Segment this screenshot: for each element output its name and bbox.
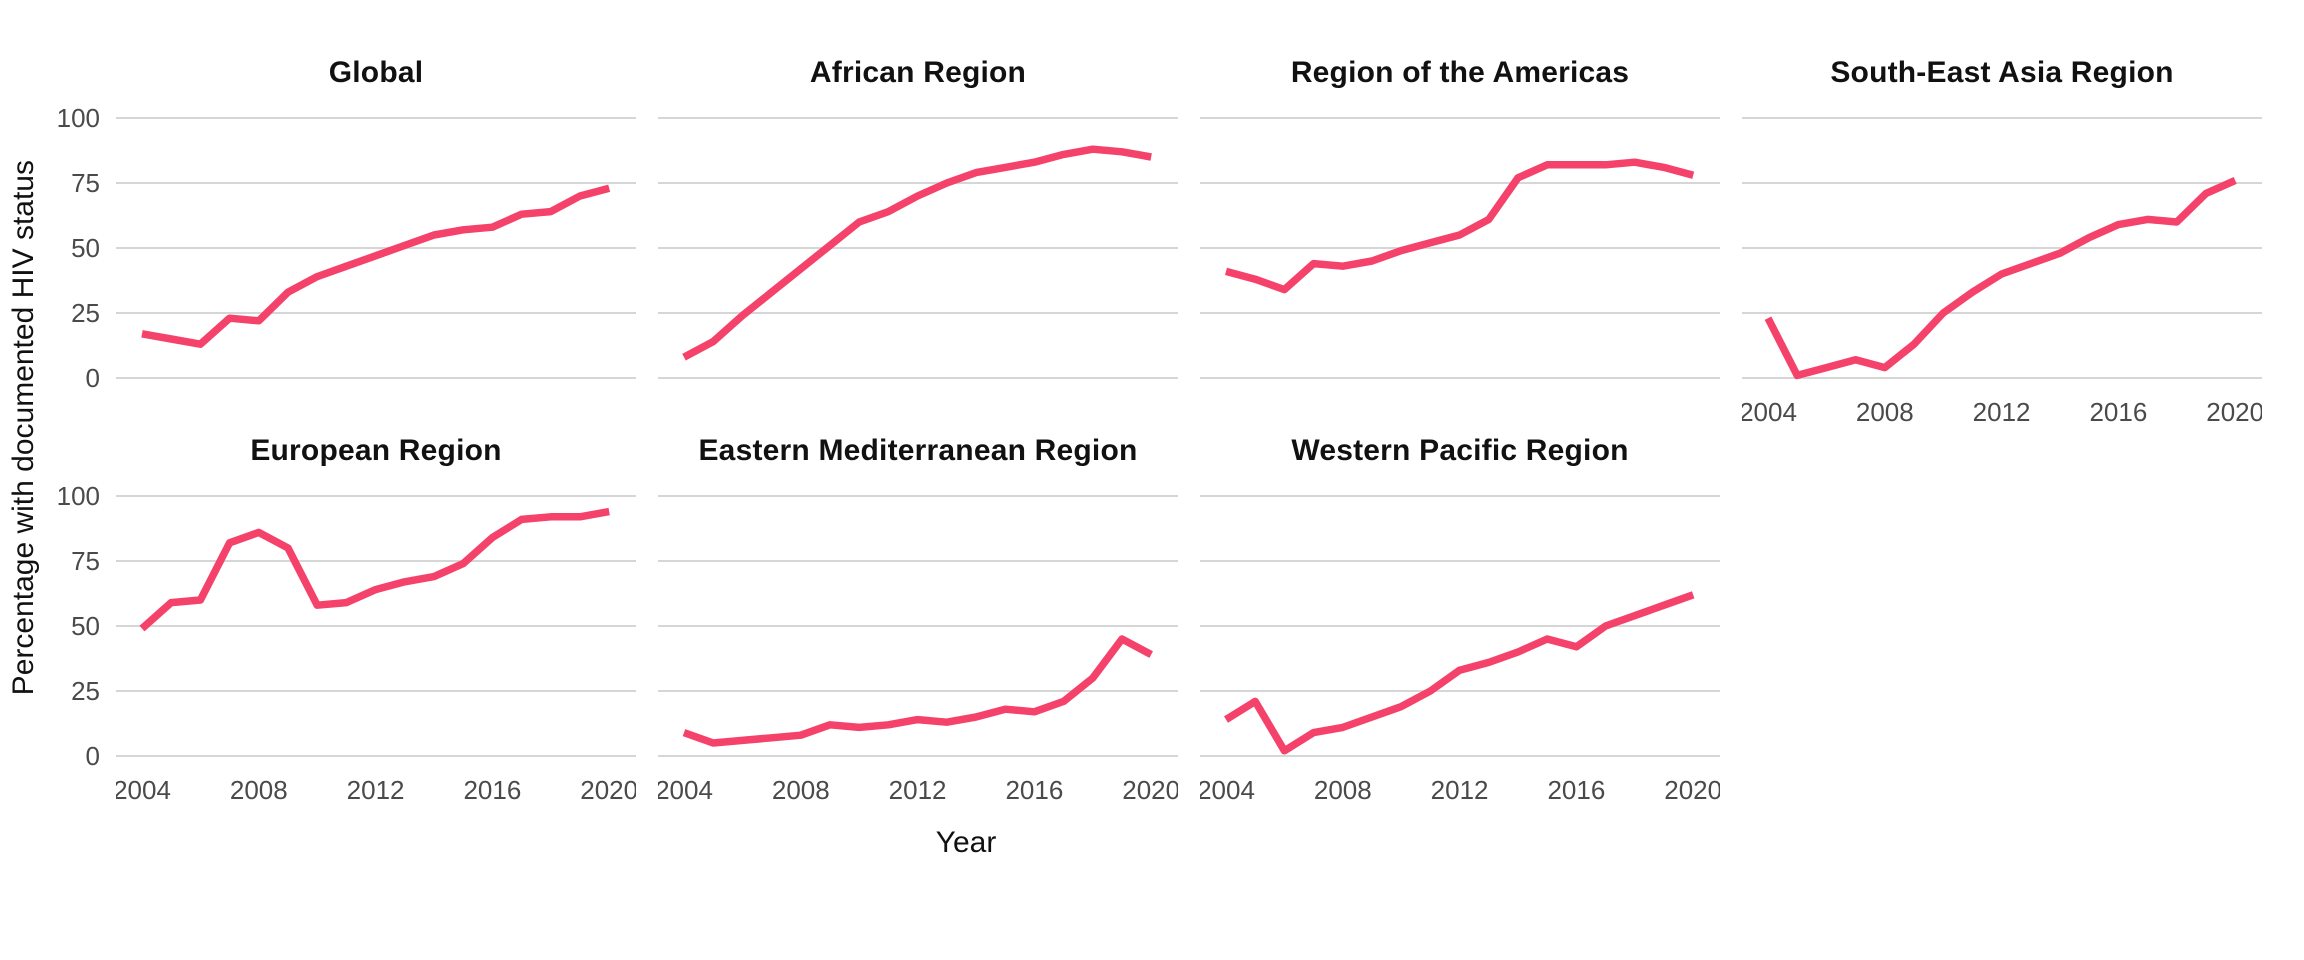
region-of-the-americas-line-plot — [1200, 117, 1720, 379]
y-tick-label: 100 — [57, 103, 100, 133]
african-region-line-plot — [658, 117, 1178, 379]
facet-title: European Region — [250, 434, 502, 467]
x-tick-label: 2020 — [1122, 775, 1178, 805]
facet-panels: 0 25 50 75 100 Global African Region Region … — [48, 50, 2304, 860]
facet-row-bottom: 0 25 50 75 100 European Region 2004 2008 2012 2… — [48, 428, 2304, 806]
facet-title: South-East Asia Region — [1830, 56, 2174, 89]
y-tick-label: 0 — [86, 741, 100, 771]
facet-eastern-mediterranean-region: Eastern Mediterranean Region 2004 2008 201… — [658, 428, 1178, 806]
x-tick-label: 2004 — [658, 775, 713, 805]
empty-facet-slot — [1742, 428, 2262, 429]
facet-western-pacific-region: Western Pacific Region 2004 2008 2012 2016 2… — [1200, 428, 1720, 806]
facet-title: African Region — [809, 56, 1027, 89]
y-axis-ticks-top: 0 25 50 75 100 — [48, 98, 116, 428]
facet-european-region: European Region 2004 2008 2012 2016 2020 — [116, 428, 636, 806]
x-tick-label: 2020 — [580, 775, 636, 805]
line-series — [682, 145, 1152, 361]
facet-title: Region of the Americas — [1290, 56, 1630, 89]
x-tick-label: 2008 — [772, 775, 830, 805]
y-tick-label: 0 — [86, 363, 100, 393]
y-tick-label: 25 — [71, 298, 100, 328]
x-tick-label: 2016 — [1005, 775, 1063, 805]
y-tick-label: 50 — [71, 233, 100, 263]
y-axis-title-column: Percentage with documented HIV status — [0, 50, 48, 806]
x-tick-label: 2012 — [889, 775, 947, 805]
global-line-plot — [116, 117, 636, 379]
facet-region-of-the-americas: Region of the Americas — [1200, 50, 1720, 428]
y-axis-title: Percentage with documented HIV status — [7, 160, 40, 696]
x-tick-label: 2008 — [1856, 397, 1914, 427]
facet-title: Global — [328, 56, 424, 89]
line-series — [1224, 591, 1695, 755]
facet-row-top: 0 25 50 75 100 Global African Region Region … — [48, 50, 2304, 428]
facet-title: Western Pacific Region — [1291, 434, 1629, 467]
line-series — [682, 635, 1153, 747]
y-tick-labels: 0 25 50 75 100 — [57, 481, 100, 771]
line-series — [139, 507, 610, 632]
y-tick-label: 100 — [57, 481, 100, 511]
facet-title: Eastern Mediterranean Region — [698, 434, 1138, 467]
x-tick-label: 2012 — [1431, 775, 1489, 805]
x-axis-title: Year — [935, 826, 997, 859]
x-tick-label: 2008 — [1314, 775, 1372, 805]
y-tick-label: 50 — [71, 611, 100, 641]
european-region-line-plot: 2004 2008 2012 2016 2020 — [116, 495, 636, 805]
x-tick-label: 2004 — [116, 775, 171, 805]
western-pacific-region-line-plot: 2004 2008 2012 2016 2020 — [1200, 495, 1720, 805]
facet-global: Global — [116, 50, 636, 428]
facet-african-region: African Region — [658, 50, 1178, 428]
x-tick-label: 2016 — [2089, 397, 2147, 427]
x-tick-label: 2020 — [2206, 397, 2262, 427]
line-series — [1225, 158, 1695, 294]
x-tick-label: 2012 — [1973, 397, 2031, 427]
south-east-asia-region-line-plot: 2004 2008 2012 2016 2020 — [1742, 117, 2262, 427]
y-tick-label: 75 — [71, 546, 100, 576]
x-tick-label: 2020 — [1664, 775, 1720, 805]
y-tick-labels: 0 25 50 75 100 — [57, 103, 100, 393]
x-tick-label: 2012 — [347, 775, 405, 805]
x-tick-label: 2004 — [1200, 775, 1255, 805]
x-tick-label: 2004 — [1742, 397, 1797, 427]
line-series — [1764, 176, 2237, 380]
line-series — [141, 184, 611, 348]
x-tick-label: 2016 — [463, 775, 521, 805]
facet-south-east-asia-region: South-East Asia Region 2004 2008 2012 2016 2… — [1742, 50, 2262, 428]
y-axis-ticks-bottom: 0 25 50 75 100 — [48, 476, 116, 806]
x-tick-label: 2008 — [230, 775, 288, 805]
x-tick-label: 2016 — [1547, 775, 1605, 805]
y-tick-label: 25 — [71, 676, 100, 706]
y-tick-label: 75 — [71, 168, 100, 198]
eastern-mediterranean-region-line-plot: 2004 2008 2012 2016 2020 — [658, 495, 1178, 805]
